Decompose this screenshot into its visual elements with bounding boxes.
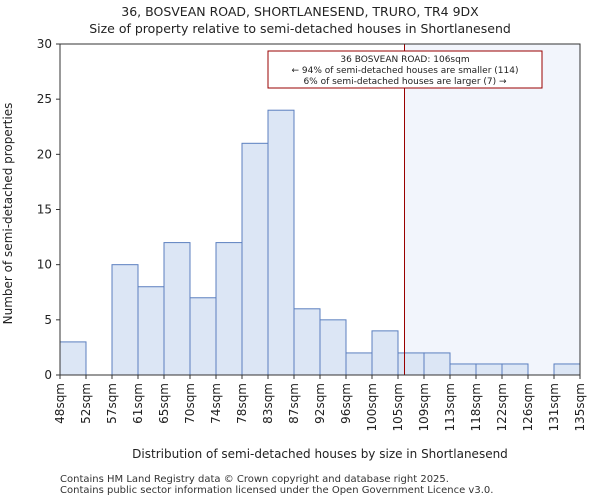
y-tick-label-20: 20	[37, 147, 52, 161]
x-tick-label-61sqm: 61sqm	[131, 383, 145, 424]
y-tick-label-30: 30	[37, 37, 52, 51]
x-tick-label-48sqm: 48sqm	[53, 383, 67, 424]
annotation-box	[267, 50, 543, 89]
x-tick-label-92sqm: 92sqm	[313, 383, 327, 424]
x-tick-label-83sqm: 83sqm	[261, 383, 275, 424]
x-tick-label-113sqm: 113sqm	[443, 383, 457, 431]
x-tick-label-57sqm: 57sqm	[105, 383, 119, 424]
x-tick-label-122sqm: 122sqm	[495, 383, 509, 431]
bar-131sqm	[553, 363, 581, 376]
bar-57sqm	[111, 264, 139, 376]
x-tick-label-78sqm: 78sqm	[235, 383, 249, 424]
bar-65sqm	[163, 242, 191, 376]
y-tick-label-25: 25	[37, 92, 52, 106]
bar-100sqm	[371, 330, 399, 376]
y-tick-label-0: 0	[44, 368, 52, 382]
x-ticks: 48sqm 52sqm 57sqm 61sqm 65sqm 70sqm 74sqm 78sqm…	[53, 375, 587, 431]
annotation-line-2: ← 94% of semi-detached houses are smalle…	[292, 66, 519, 76]
bar-122sqm	[501, 363, 529, 376]
annotation-line-1: 36 BOSVEAN ROAD: 106sqm	[340, 55, 469, 65]
x-tick-label-105sqm: 105sqm	[391, 383, 405, 431]
bar-74sqm	[215, 242, 243, 376]
x-tick-label-96sqm: 96sqm	[339, 383, 353, 424]
x-tick-label-109sqm: 109sqm	[417, 383, 431, 431]
chart-title: 36, BOSVEAN ROAD, SHORTLANESEND, TRURO, …	[121, 4, 479, 19]
x-tick-label-100sqm: 100sqm	[365, 383, 379, 431]
bar-48sqm	[59, 341, 87, 376]
bar-61sqm	[137, 286, 165, 376]
bars-group	[59, 109, 581, 376]
y-ticks: 0 5 10 15 20 25 30	[37, 37, 60, 382]
y-tick-label-15: 15	[37, 203, 52, 217]
bar-113sqm	[449, 363, 477, 376]
bar-70sqm	[189, 297, 217, 376]
bar-92sqm	[319, 319, 347, 376]
footer-copyright: Contains HM Land Registry data © Crown c…	[60, 474, 449, 485]
bar-105sqm	[397, 352, 425, 376]
marker-annotation: 36 BOSVEAN ROAD: 106sqm ← 94% of semi-de…	[267, 50, 543, 89]
bar-78sqm	[241, 142, 269, 376]
bar-87sqm	[293, 308, 321, 376]
annotation-line-3: 6% of semi-detached houses are larger (7…	[303, 77, 507, 87]
x-tick-label-135sqm: 135sqm	[573, 383, 587, 431]
footer-licence: Contains public sector information licen…	[60, 485, 494, 496]
y-tick-label-5: 5	[44, 313, 52, 327]
x-tick-label-70sqm: 70sqm	[183, 383, 197, 424]
y-tick-label-10: 10	[37, 258, 52, 272]
x-axis-label: Distribution of semi-detached houses by …	[132, 447, 508, 461]
larger-region-shade	[404, 44, 580, 375]
x-tick-label-118sqm: 118sqm	[469, 383, 483, 431]
y-axis-label: Number of semi-detached properties	[1, 103, 15, 325]
x-tick-label-65sqm: 65sqm	[157, 383, 171, 424]
bar-96sqm	[345, 352, 373, 376]
x-tick-label-74sqm: 74sqm	[209, 383, 223, 424]
bar-83sqm	[267, 109, 295, 376]
x-tick-label-131sqm: 131sqm	[547, 383, 561, 431]
x-tick-label-87sqm: 87sqm	[287, 383, 301, 424]
bar-118sqm	[475, 363, 503, 376]
x-tick-label-52sqm: 52sqm	[79, 383, 93, 424]
x-tick-label-126sqm: 126sqm	[521, 383, 535, 431]
bar-109sqm	[423, 352, 451, 376]
chart-subtitle: Size of property relative to semi-detach…	[89, 21, 511, 36]
